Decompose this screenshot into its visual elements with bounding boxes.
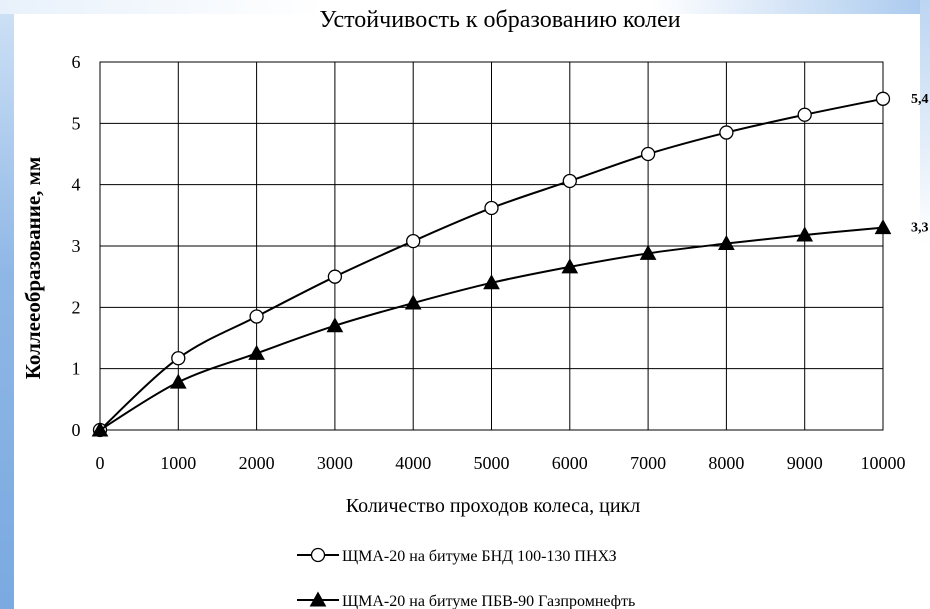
x-tick-label: 0 (96, 453, 105, 473)
data-point-circle (797, 107, 812, 122)
end-value-label: 5,4 (911, 92, 929, 107)
slide-background-left (0, 0, 14, 609)
y-tick-label: 6 (72, 52, 81, 72)
data-point-triangle (169, 373, 187, 389)
data-point-circle (875, 91, 891, 106)
y-tick-label: 4 (72, 175, 81, 195)
y-axis-ticks: 0 1 2 3 4 5 6 (72, 52, 81, 440)
data-point-triangle (796, 226, 814, 242)
data-point-circle (406, 233, 421, 249)
legend: ЩМА-20 на битуме БНД 100-130 ПНХЗ ЩМА-20 … (297, 547, 635, 609)
x-tick-label: 10000 (861, 453, 906, 473)
data-point-circle (171, 351, 186, 366)
data-point-triangle (561, 258, 579, 274)
x-tick-label: 5000 (474, 453, 510, 473)
chart-title: Устойчивость к образованию колеи (319, 7, 680, 33)
data-point-circle (640, 146, 656, 162)
end-value-label: 3,3 (911, 221, 929, 236)
y-tick-label: 3 (72, 236, 81, 256)
data-point-triangle (326, 317, 344, 333)
x-tick-label: 7000 (630, 453, 666, 473)
data-point-circle (719, 125, 734, 140)
x-tick-label: 6000 (552, 453, 588, 473)
data-point-triangle (483, 274, 500, 290)
data-point-circle (249, 309, 264, 324)
data-point-triangle (718, 235, 735, 251)
x-axis-label: Количество проходов колеса, цикл (346, 495, 641, 517)
legend-marker-triangle (309, 591, 327, 607)
x-tick-label: 9000 (787, 453, 823, 473)
x-tick-label: 1000 (160, 453, 196, 473)
legend-marker-circle (310, 547, 326, 563)
x-axis-ticks: 0 1000 2000 3000 4000 5000 6000 7000 8000 9000 100… (96, 453, 906, 473)
y-tick-label: 5 (72, 113, 81, 133)
y-axis-label: Коллееобразование, мм (21, 157, 45, 380)
data-point-triangle (874, 219, 892, 235)
legend-item: ЩМА-20 на битуме ПБВ-90 Газпромнефть (297, 591, 635, 609)
x-tick-label: 4000 (395, 453, 431, 473)
slide-background-top (0, 0, 930, 14)
end-labels: 5,4 3,3 (911, 92, 929, 236)
series-line (99, 226, 884, 431)
data-point-circle (327, 269, 343, 284)
legend-label: ЩМА-20 на битуме БНД 100-130 ПНХЗ (342, 548, 617, 565)
x-tick-label: 8000 (708, 453, 744, 473)
x-tick-label: 2000 (239, 453, 275, 473)
data-point-circle (562, 173, 577, 189)
data-point-triangle (404, 294, 422, 310)
y-tick-label: 1 (72, 359, 81, 379)
data-point-circle (484, 200, 499, 216)
y-tick-label: 0 (72, 420, 81, 440)
plot-series (91, 91, 892, 438)
data-point-triangle (248, 344, 265, 360)
data-point-triangle (639, 244, 657, 260)
legend-item: ЩМА-20 на битуме БНД 100-130 ПНХЗ (297, 547, 617, 565)
x-tick-label: 3000 (317, 453, 353, 473)
y-tick-label: 2 (72, 297, 81, 317)
series-2 (91, 219, 892, 437)
slide-background-right (920, 0, 930, 609)
data-point-triangle (91, 421, 109, 437)
plot-grid (99, 61, 884, 431)
legend-label: ЩМА-20 на битуме ПБВ-90 Газпромнефть (342, 593, 635, 609)
